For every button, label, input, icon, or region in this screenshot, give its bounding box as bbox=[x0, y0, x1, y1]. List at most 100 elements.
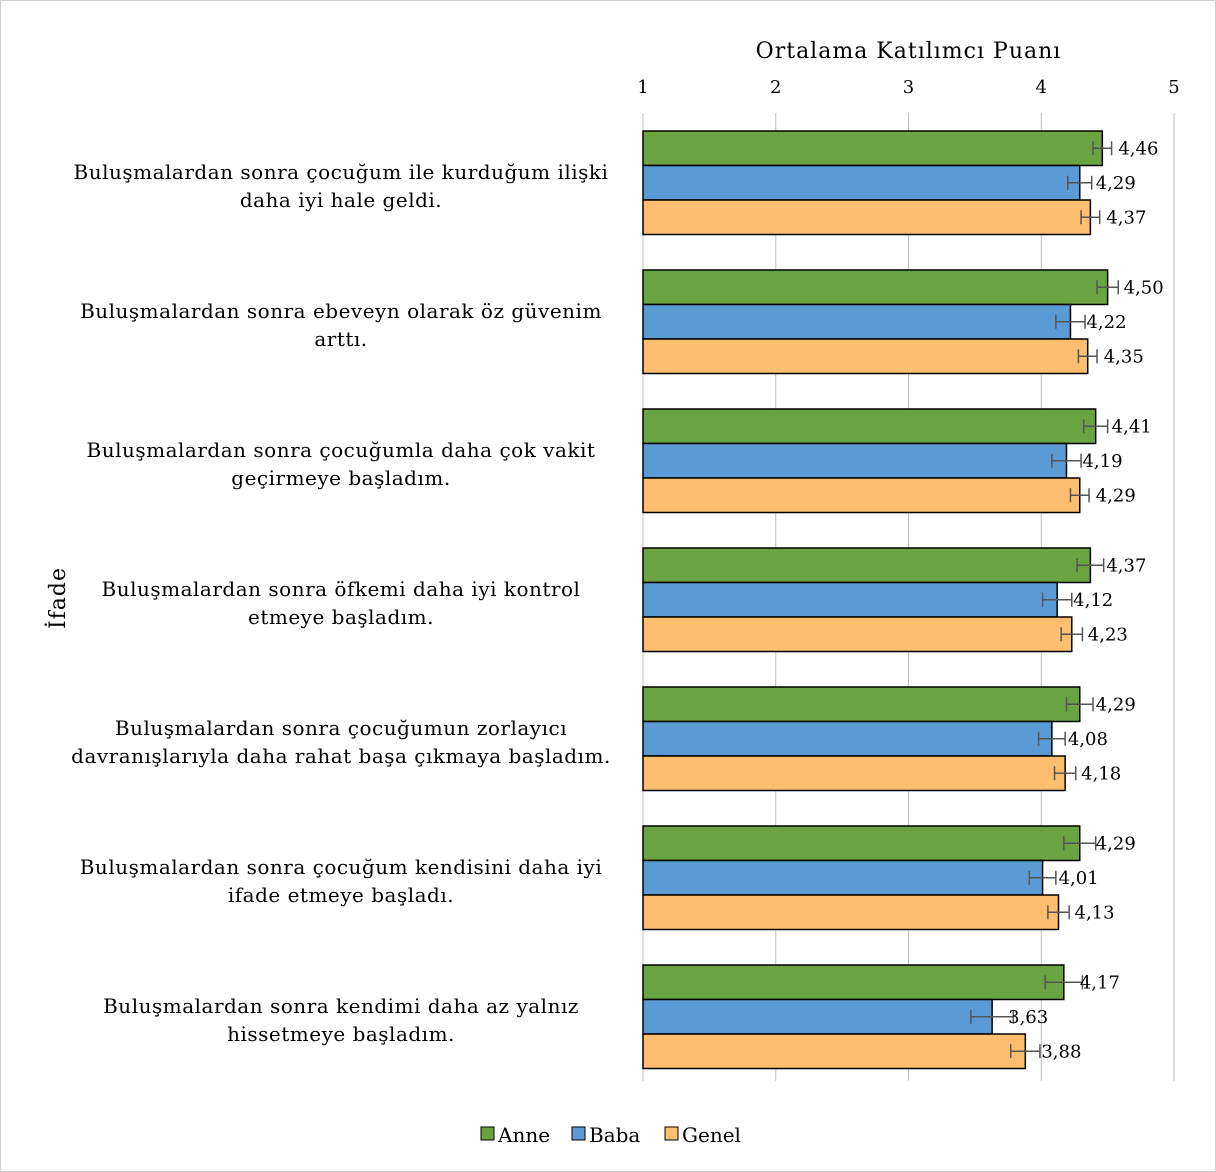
category-label: Buluşmalardan sonra öfkemi daha iyi kont… bbox=[102, 577, 581, 629]
data-label: 4,50 bbox=[1124, 277, 1164, 298]
x-tick-label: 3 bbox=[903, 77, 914, 98]
legend-label: Genel bbox=[682, 1123, 741, 1147]
category-label-line: davranışlarıyla daha rahat başa çıkmaya … bbox=[71, 744, 611, 768]
error-bar bbox=[1096, 280, 1119, 295]
error-bar bbox=[1092, 141, 1113, 156]
category-label-line: Buluşmalardan sonra öfkemi daha iyi kont… bbox=[102, 577, 581, 601]
bar-genel bbox=[642, 1033, 1027, 1070]
error-bar bbox=[1069, 488, 1090, 503]
data-label: 4,46 bbox=[1118, 138, 1158, 159]
data-label: 4,18 bbox=[1081, 763, 1121, 784]
bar-baba bbox=[642, 581, 1058, 618]
x-tick-label: 5 bbox=[1168, 77, 1179, 98]
bar-baba bbox=[642, 720, 1053, 757]
category-label: Buluşmalardan sonra çocuğumla daha çok v… bbox=[87, 438, 596, 490]
error-bar bbox=[970, 1009, 1015, 1024]
data-label: 3,88 bbox=[1041, 1041, 1081, 1062]
category-labels: Buluşmalardan sonra çocuğum ile kurduğum… bbox=[71, 160, 611, 1046]
x-axis-ticks: 1 2 3 4 5 bbox=[637, 77, 1179, 98]
error-bar bbox=[1009, 1044, 1041, 1059]
bars bbox=[642, 130, 1109, 1070]
error-bars bbox=[970, 141, 1119, 1059]
category-label-line: Buluşmalardan sonra çocuğum ile kurduğum… bbox=[74, 160, 609, 184]
category-label: Buluşmalardan sonra çocuğumun zorlayıcı d… bbox=[71, 716, 611, 768]
bar-baba bbox=[642, 998, 993, 1035]
category-label-line: arttı. bbox=[314, 327, 367, 351]
bar-genel bbox=[642, 477, 1081, 514]
bar-genel bbox=[642, 199, 1092, 236]
error-bar bbox=[1051, 453, 1082, 468]
data-label: 4,29 bbox=[1096, 485, 1136, 506]
error-bar bbox=[1028, 870, 1057, 885]
bar-baba bbox=[642, 303, 1072, 340]
category-label: Buluşmalardan sonra çocuğum kendisini da… bbox=[80, 855, 603, 907]
x-tick-label: 4 bbox=[1036, 77, 1047, 98]
data-label: 4,29 bbox=[1096, 173, 1136, 194]
bar-genel bbox=[642, 338, 1089, 375]
category-label: Buluşmalardan sonra ebeveyn olarak öz gü… bbox=[80, 299, 602, 351]
data-label: 3,63 bbox=[1008, 1007, 1048, 1028]
error-bar bbox=[1060, 627, 1084, 642]
data-label: 4,23 bbox=[1088, 624, 1128, 645]
error-bar bbox=[1044, 975, 1084, 990]
data-label: 4,12 bbox=[1073, 590, 1113, 611]
legend-item-anne: Anne bbox=[480, 1123, 550, 1147]
x-axis-title: Ortalama Katılımcı Puanı bbox=[756, 39, 1062, 64]
data-label: 4,29 bbox=[1096, 833, 1136, 854]
data-label: 4,22 bbox=[1086, 312, 1126, 333]
legend-swatch bbox=[571, 1126, 586, 1141]
legend-swatch bbox=[664, 1126, 679, 1141]
bar-genel bbox=[642, 616, 1073, 653]
bar-genel bbox=[642, 894, 1060, 931]
category-label-line: ifade etmeye başladı. bbox=[228, 883, 454, 907]
data-label: 4,08 bbox=[1068, 729, 1108, 750]
x-tick-label: 2 bbox=[770, 77, 781, 98]
error-bar bbox=[1047, 905, 1070, 920]
legend-item-baba: Baba bbox=[571, 1123, 640, 1147]
data-label: 4,01 bbox=[1059, 868, 1099, 889]
category-label: Buluşmalardan sonra kendimi daha az yaln… bbox=[103, 994, 579, 1046]
bar-anne bbox=[642, 825, 1081, 862]
error-bar bbox=[1076, 558, 1105, 573]
bar-genel bbox=[642, 755, 1066, 792]
bar-anne bbox=[642, 130, 1104, 167]
error-bar bbox=[1053, 766, 1077, 781]
bar-anne bbox=[642, 547, 1092, 584]
bar-baba bbox=[642, 859, 1044, 896]
category-label-line: Buluşmalardan sonra çocuğum kendisini da… bbox=[80, 855, 603, 879]
category-label-line: daha iyi hale geldi. bbox=[240, 188, 442, 212]
bar-baba bbox=[642, 442, 1068, 479]
category-label-line: etmeye başladım. bbox=[248, 605, 434, 629]
category-label-line: Buluşmalardan sonra çocuğumun zorlayıcı bbox=[115, 716, 567, 740]
category-label-line: Buluşmalardan sonra ebeveyn olarak öz gü… bbox=[80, 299, 602, 323]
data-label: 4,37 bbox=[1106, 207, 1146, 228]
bar-anne bbox=[642, 964, 1065, 1001]
error-bar bbox=[1067, 175, 1093, 190]
legend-item-genel: Genel bbox=[664, 1123, 741, 1147]
data-label: 4,17 bbox=[1080, 972, 1120, 993]
error-bar bbox=[1080, 210, 1101, 225]
category-label-line: Buluşmalardan sonra çocuğumla daha çok v… bbox=[87, 438, 596, 462]
bar-anne bbox=[642, 686, 1081, 723]
error-bar bbox=[1082, 419, 1109, 434]
data-label: 4,19 bbox=[1082, 451, 1122, 472]
error-bar bbox=[1063, 836, 1097, 851]
x-tick-label: 1 bbox=[637, 77, 648, 98]
bar-baba bbox=[642, 164, 1081, 201]
data-label: 4,35 bbox=[1104, 346, 1144, 367]
legend-label: Anne bbox=[497, 1123, 550, 1147]
error-bar bbox=[1041, 592, 1073, 607]
category-label: Buluşmalardan sonra çocuğum ile kurduğum… bbox=[74, 160, 609, 212]
data-label: 4,37 bbox=[1106, 555, 1146, 576]
data-labels: 4,46 4,29 4,37 4,50 4,22 4,35 4,41 4,19 4,29 4,37… bbox=[1008, 138, 1164, 1062]
error-bar bbox=[1065, 697, 1094, 712]
data-label: 4,13 bbox=[1075, 902, 1115, 923]
category-label-line: geçirmeye başladım. bbox=[231, 466, 450, 490]
data-label: 4,41 bbox=[1112, 416, 1152, 437]
bar-anne bbox=[642, 269, 1109, 306]
category-label-line: hissetmeye başladım. bbox=[227, 1022, 455, 1046]
error-bar bbox=[1077, 349, 1098, 364]
data-label: 4,29 bbox=[1096, 694, 1136, 715]
bar-anne bbox=[642, 408, 1097, 445]
y-axis-title: İfade bbox=[44, 567, 71, 629]
